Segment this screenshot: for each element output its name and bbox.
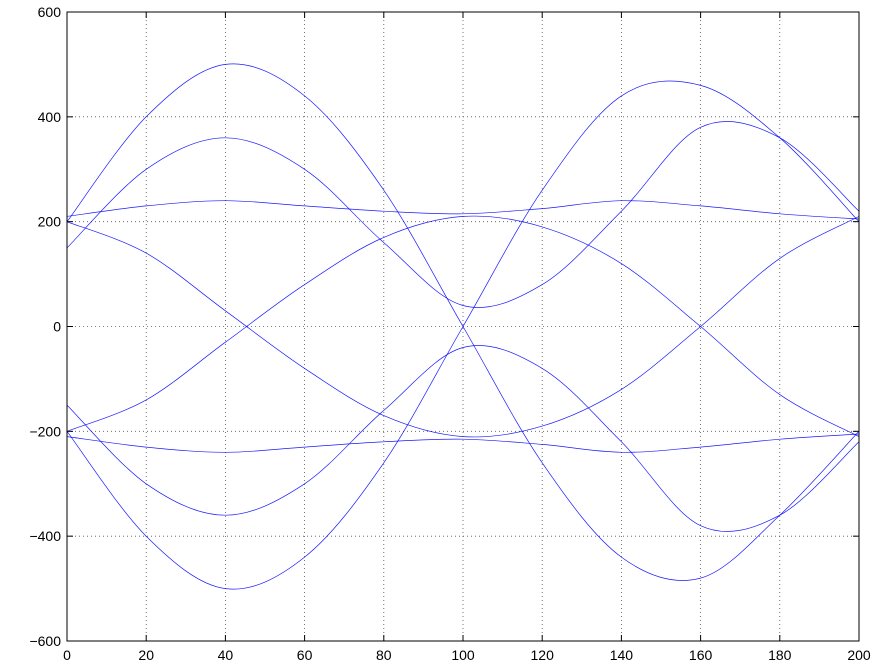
y-tick-label: −400: [29, 528, 61, 544]
x-tick-label: 160: [689, 647, 713, 663]
y-tick-label: −200: [29, 423, 61, 439]
signal-trace: [67, 216, 859, 438]
y-tick-label: 0: [53, 319, 61, 335]
signal-trace: [67, 215, 859, 437]
x-tick-label: 20: [138, 647, 154, 663]
x-tick-label: 0: [63, 647, 71, 663]
y-tick-label: 200: [38, 214, 62, 230]
x-tick-label: 60: [297, 647, 313, 663]
signal-trace: [67, 345, 859, 532]
signal-trace: [67, 200, 859, 220]
y-tick-label: −600: [29, 633, 61, 649]
x-axis-ticks: 0 20 40 60 80 100 120 140 160 180 200: [63, 12, 871, 663]
y-tick-label: 600: [38, 4, 62, 20]
x-tick-label: 200: [847, 647, 871, 663]
x-tick-label: 140: [610, 647, 634, 663]
x-tick-label: 80: [376, 647, 392, 663]
signal-trace: [67, 433, 859, 453]
y-tick-label: 400: [38, 109, 62, 125]
x-tick-label: 40: [218, 647, 234, 663]
y-axis-ticks: 600 400 200 0 −200 −400 −600: [29, 4, 859, 649]
x-tick-label: 180: [768, 647, 792, 663]
signal-trace: [67, 121, 859, 308]
x-tick-label: 100: [451, 647, 475, 663]
signal-traces: [67, 63, 859, 590]
x-tick-label: 120: [531, 647, 555, 663]
grid-lines: [67, 12, 859, 641]
signal-trace: [67, 80, 859, 590]
